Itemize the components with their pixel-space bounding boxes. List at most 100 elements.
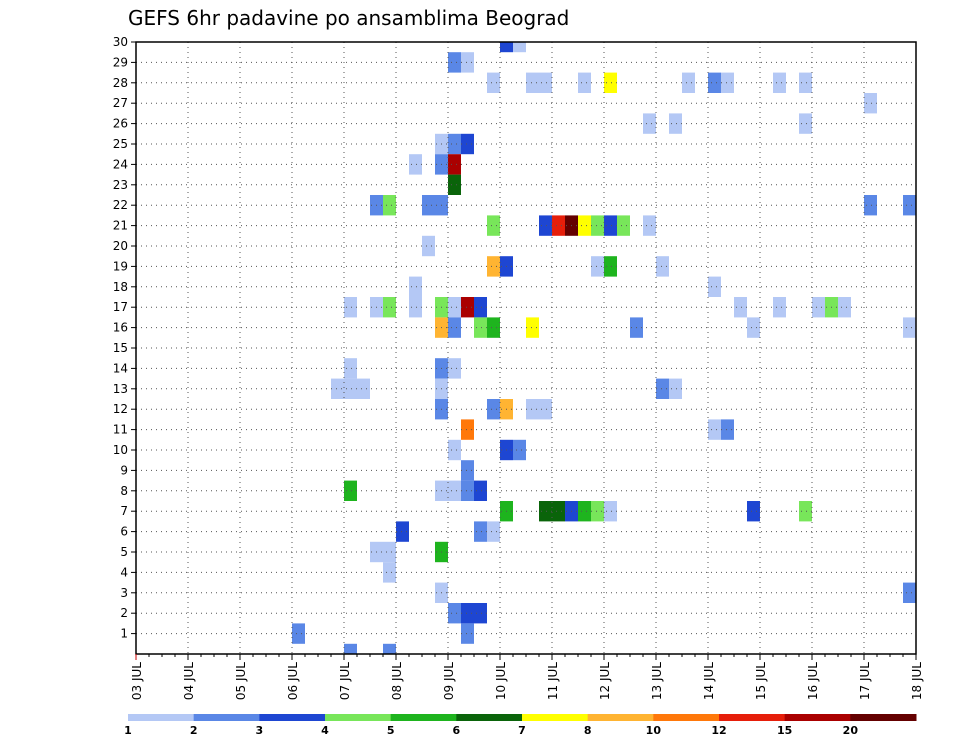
heatmap-cell [461, 603, 474, 624]
legend-swatch [259, 714, 326, 721]
y-tick-label: 28 [113, 76, 128, 90]
heatmap-cell [656, 256, 669, 277]
y-tick-label: 5 [120, 545, 128, 559]
heatmap-cell [721, 72, 734, 93]
y-tick-label: 24 [113, 157, 128, 171]
y-tick-label: 12 [113, 402, 128, 416]
heatmap-cell [526, 72, 539, 93]
heatmap-cell [344, 480, 357, 501]
legend-swatch [587, 714, 654, 721]
x-tick-label: 11 JUL [546, 662, 560, 700]
y-tick-label: 21 [113, 219, 128, 233]
heatmap-cell [344, 358, 357, 379]
heatmap-cell [383, 297, 396, 318]
x-tick-label: 12 JUL [598, 662, 612, 700]
heatmap-cell [487, 521, 500, 542]
heatmap-cell [383, 643, 396, 654]
y-tick-label: 25 [113, 137, 128, 151]
heatmap-cell [812, 297, 825, 318]
heatmap-cell [474, 317, 487, 338]
heatmap-cell [721, 419, 734, 440]
heatmap-cell [669, 113, 682, 134]
y-tick-label: 1 [120, 627, 128, 641]
heatmap-cell [487, 399, 500, 420]
heatmap-cell [773, 72, 786, 93]
heatmap-cell [487, 215, 500, 236]
heatmap-cell [448, 603, 461, 624]
heatmap-cell [487, 317, 500, 338]
heatmap-cell [461, 133, 474, 155]
heatmap-cell [773, 297, 786, 318]
heatmap-cell [552, 215, 565, 236]
y-axis: 1234567891011121314151617181920212223242… [113, 35, 136, 641]
heatmap-cell [500, 42, 513, 53]
x-tick-label: 16 JUL [806, 662, 820, 700]
heatmap-cell [656, 378, 669, 399]
heatmap-cell [604, 72, 617, 93]
heatmap-cell [422, 195, 435, 216]
heatmap-cell [734, 297, 747, 318]
heatmap-cell [461, 52, 474, 73]
heatmap-cell [578, 501, 591, 522]
heatmap-cell [409, 297, 422, 318]
heatmap-cell [487, 256, 500, 277]
heatmap-cell [396, 521, 409, 542]
y-tick-label: 16 [113, 321, 128, 335]
heatmap-cell [383, 562, 396, 583]
y-tick-label: 10 [113, 443, 128, 457]
y-tick-label: 8 [120, 484, 128, 498]
heatmap-cell [448, 154, 461, 175]
heatmap-cell [591, 256, 604, 277]
y-tick-label: 20 [113, 239, 128, 253]
heatmap-cell [474, 521, 487, 542]
legend-label: 10 [646, 724, 662, 737]
y-tick-label: 11 [113, 423, 128, 437]
y-tick-label: 18 [113, 280, 128, 294]
heatmap-cell [461, 460, 474, 481]
heatmap-cell [799, 72, 812, 93]
x-tick-label: 18 JUL [910, 662, 924, 700]
heatmap-cell [903, 582, 916, 603]
heatmap-cell [552, 501, 565, 522]
legend-swatch [390, 714, 457, 721]
heatmap-cell [747, 501, 760, 522]
legend-label: 1 [124, 724, 132, 737]
legend-swatch [653, 714, 720, 721]
y-tick-label: 4 [120, 565, 128, 579]
heatmap-cell [526, 317, 539, 338]
heatmap-cell [409, 276, 422, 297]
heatmap-cell [747, 317, 760, 338]
legend-label: 2 [190, 724, 198, 737]
legend-label: 8 [584, 724, 592, 737]
y-tick-label: 9 [120, 463, 128, 477]
y-tick-label: 13 [113, 382, 128, 396]
heatmap-cell [643, 215, 656, 236]
heatmap-cell [448, 297, 461, 318]
heatmap-cell [708, 72, 721, 93]
heatmap-cell [864, 195, 877, 216]
heatmap-cell [487, 72, 500, 93]
chart-title: GEFS 6hr padavine po ansamblima Beograd [128, 6, 569, 30]
legend-swatch [522, 714, 589, 721]
heatmap-cell [799, 113, 812, 134]
heatmap-cells [292, 42, 916, 654]
legend-label: 4 [321, 724, 329, 737]
heatmap-cell [474, 480, 487, 501]
y-tick-label: 7 [120, 504, 128, 518]
heatmap-cell [474, 297, 487, 318]
y-tick-label: 3 [120, 586, 128, 600]
heatmap-cell [682, 72, 695, 93]
heatmap-cell [292, 623, 305, 644]
legend-label: 15 [777, 724, 792, 737]
heatmap-cell [539, 72, 552, 93]
legend-label: 12 [711, 724, 726, 737]
heatmap-cell [461, 297, 474, 318]
heatmap-cell [539, 501, 552, 522]
x-tick-label: 05 JUL [234, 662, 248, 700]
y-tick-label: 14 [113, 361, 128, 375]
y-tick-label: 30 [113, 35, 128, 49]
heatmap-cell [903, 195, 916, 216]
heatmap-cell [708, 276, 721, 297]
heatmap-cell [578, 72, 591, 93]
legend-swatch [784, 714, 851, 721]
